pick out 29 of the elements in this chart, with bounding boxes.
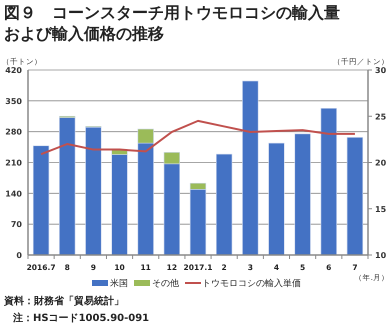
text: 注：HSコード1005.90-091	[12, 312, 150, 324]
y-tick-label: 280	[5, 128, 22, 137]
legend-label: その他	[152, 278, 179, 289]
bar	[294, 134, 311, 256]
y-tick-label: 140	[5, 189, 22, 198]
y2-tick-label: 30	[375, 66, 387, 75]
text: 資料：財務省「貿易統計」	[3, 295, 124, 307]
y-tick-label: 420	[5, 66, 22, 75]
bar	[216, 154, 232, 256]
legend-label: 米国	[110, 278, 128, 289]
line-series	[40, 120, 356, 156]
chart-title: 図９ コーンスターチ用トウモロコシの輸入量および輸入価格の推移	[4, 3, 340, 43]
bar	[111, 154, 128, 256]
bar	[346, 137, 364, 256]
bar	[85, 126, 102, 256]
legend-label: トウモロコシの輸入単価	[202, 278, 301, 289]
y2-tick-label: 20	[375, 158, 387, 168]
y-tick-label: 0	[16, 251, 22, 260]
y2-tick-label: 15	[375, 204, 387, 214]
bar	[268, 142, 285, 256]
bar	[59, 117, 76, 256]
y2-tick-label: 10	[375, 251, 387, 260]
y-tick-label: 350	[5, 96, 22, 106]
y-tick-label: 210	[5, 158, 22, 168]
bar	[320, 108, 337, 256]
bar	[242, 80, 258, 256]
y-tick-label: 70	[10, 220, 22, 230]
bar	[32, 145, 50, 256]
y2-tick-label: 25	[375, 112, 387, 122]
